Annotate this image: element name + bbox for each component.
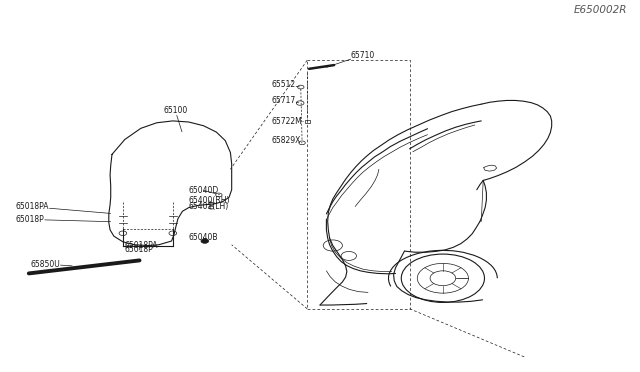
Text: 65018P: 65018P: [16, 215, 111, 224]
Text: 65400(RH): 65400(RH): [189, 196, 230, 205]
Text: 65018PA: 65018PA: [16, 202, 111, 214]
Text: 65401(LH): 65401(LH): [189, 202, 229, 211]
Circle shape: [201, 239, 209, 243]
Text: E650002R: E650002R: [573, 5, 627, 15]
Text: 65850U: 65850U: [31, 260, 72, 269]
Text: 65018P: 65018P: [125, 246, 154, 254]
Text: 65512: 65512: [272, 80, 300, 89]
Text: 65710: 65710: [326, 51, 375, 67]
Text: 65040D: 65040D: [189, 186, 219, 195]
Text: 65717: 65717: [272, 96, 299, 105]
Text: 65100: 65100: [163, 106, 188, 132]
Text: 65829X: 65829X: [272, 136, 302, 145]
Text: 65722M: 65722M: [272, 117, 303, 126]
Text: 65018PA: 65018PA: [125, 241, 158, 250]
Text: 65040B: 65040B: [189, 233, 218, 242]
